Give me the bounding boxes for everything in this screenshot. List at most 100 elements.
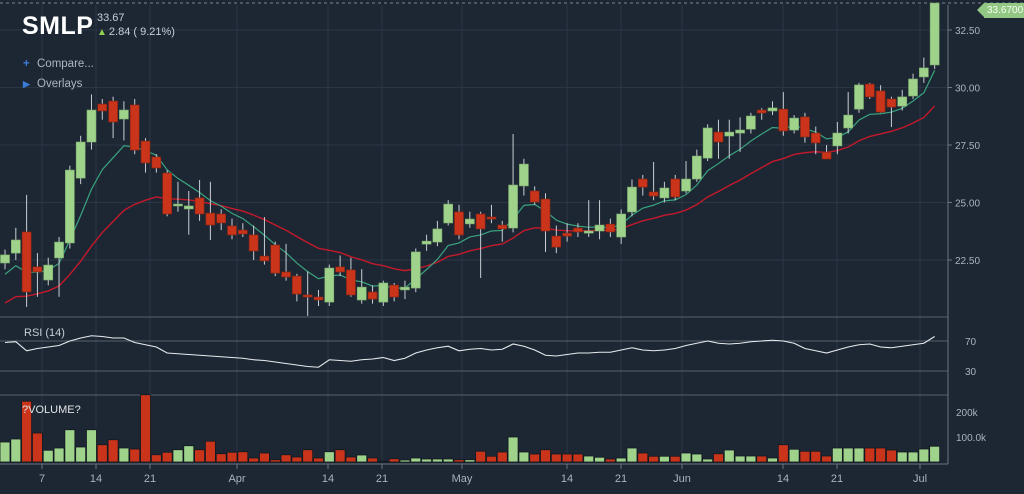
candle (659, 181, 670, 203)
candle-body (194, 197, 205, 215)
candle-body (281, 271, 291, 278)
volume-bar (788, 448, 800, 463)
candle (605, 218, 616, 237)
candle-body (897, 96, 908, 107)
candle-body (32, 266, 43, 273)
candle-body (864, 83, 875, 98)
volume-bar (691, 453, 703, 463)
candle-body (75, 141, 86, 179)
candle (421, 234, 432, 251)
candle-body (475, 213, 486, 230)
candle (216, 209, 226, 231)
volume-bar (140, 394, 151, 463)
date-axis-label: 14 (322, 473, 334, 485)
candle (735, 117, 745, 152)
candle-body (735, 129, 745, 134)
candle (43, 257, 54, 286)
volume-label: ?VOLUME? (22, 404, 81, 416)
candle (378, 280, 389, 306)
candle-body (216, 213, 226, 224)
volume-bar (831, 447, 843, 463)
volume-bar (86, 429, 97, 463)
candle-body (681, 178, 691, 192)
candle (648, 162, 659, 201)
candle (0, 249, 10, 270)
volume-bar (356, 454, 368, 463)
candle-body (11, 239, 21, 254)
candle-body (367, 291, 378, 300)
candle (389, 283, 399, 302)
candle-body (529, 190, 540, 203)
candle-body (573, 227, 583, 233)
compare-label: Compare... (37, 58, 94, 70)
date-axis-label: 21 (376, 473, 388, 485)
candle-body (919, 67, 929, 78)
candle-body (173, 203, 183, 207)
volume-bar (475, 450, 487, 463)
volume-bar (107, 439, 119, 463)
volume-bar (161, 451, 173, 463)
volume-bar (929, 445, 941, 463)
moving-average-slow-line (4, 105, 936, 304)
volume-bar (572, 453, 584, 463)
volume-bar (215, 453, 227, 463)
candle (519, 158, 529, 196)
overlays-button[interactable]: ▶ Overlays (23, 78, 82, 90)
candle (919, 57, 929, 83)
candle (789, 115, 799, 134)
candle-body (21, 231, 32, 293)
candle-body (335, 266, 345, 273)
volume-bar (702, 458, 714, 463)
candle-body (670, 178, 681, 198)
date-axis-label: 21 (831, 473, 843, 485)
candle-body (832, 132, 843, 147)
volume-bar (767, 457, 778, 463)
volume-bar (713, 453, 724, 463)
volume-bar (615, 457, 627, 463)
candle (821, 145, 832, 160)
date-axis-label: 14 (561, 473, 573, 485)
candle-body (594, 224, 605, 232)
candle-body (0, 254, 10, 264)
volume-bar (269, 459, 281, 463)
candle-body (508, 184, 518, 229)
candle (627, 179, 637, 217)
candle (86, 94, 97, 150)
candle (270, 241, 281, 277)
date-axis-label: 14 (90, 473, 102, 485)
candle-body (421, 240, 432, 245)
volume-bar (410, 457, 422, 463)
arrow-up-icon: ▲ (97, 27, 107, 38)
volume-bar (313, 457, 324, 463)
candle (356, 269, 367, 304)
candle-body (410, 251, 421, 289)
candle (756, 108, 767, 120)
volume-bar (777, 444, 789, 463)
candle (540, 193, 551, 252)
date-axis-label: 14 (777, 473, 789, 485)
price-axis-label: 25.00 (955, 199, 980, 210)
volume-axis-label: 100.0k (956, 433, 987, 444)
volume-bar (388, 458, 400, 463)
candle-body (389, 284, 399, 298)
volume-bar (248, 457, 260, 463)
volume-bar (853, 447, 865, 463)
candle (335, 255, 345, 277)
volume-bar (659, 455, 670, 463)
candle-body (443, 203, 454, 224)
volume-bar (637, 452, 649, 463)
candle-body (129, 104, 140, 151)
candle (183, 191, 194, 235)
compare-button[interactable]: + Compare... (23, 58, 94, 70)
volume-bar (129, 448, 141, 463)
candle-body (713, 131, 724, 143)
volume-bar (194, 449, 205, 463)
candle (454, 204, 464, 240)
candle (292, 273, 302, 302)
volume-bar (421, 458, 432, 463)
candle (21, 194, 32, 307)
volume-bar (42, 449, 54, 463)
volume-bar (723, 449, 735, 463)
volume-bar (756, 455, 768, 463)
